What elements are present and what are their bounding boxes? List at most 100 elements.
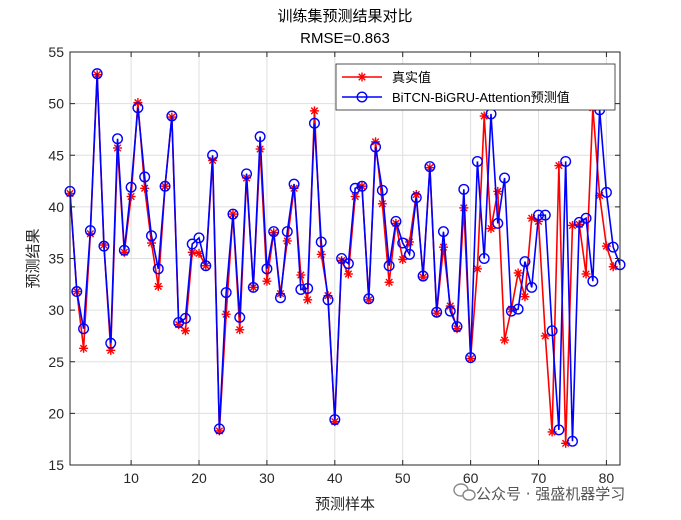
data-point-pred: [539, 209, 551, 221]
data-point-pred: [132, 102, 144, 114]
watermark-text: 公众号 · 强盛机器学习: [476, 485, 625, 503]
data-point-pred: [560, 155, 572, 167]
chart-subtitle: RMSE=0.863: [300, 30, 390, 47]
data-point-pred: [376, 184, 388, 196]
data-point-pred: [580, 212, 592, 224]
data-point-pred: [159, 180, 171, 192]
data-point-pred: [370, 141, 382, 153]
data-point-true: [140, 183, 150, 193]
chart-title: 训练集预测结果对比: [277, 7, 412, 25]
data-point-pred: [383, 260, 395, 272]
x-tick-label: 50: [395, 470, 411, 486]
x-tick-label: 70: [531, 470, 547, 486]
data-point-pred: [458, 183, 470, 195]
data-point-pred: [505, 305, 517, 317]
data-point-pred: [220, 287, 232, 299]
data-point-true: [479, 111, 489, 121]
data-point-true: [235, 325, 245, 335]
data-point-pred: [607, 241, 619, 253]
legend-box: [335, 63, 616, 111]
data-point-true: [500, 335, 510, 345]
data-point-pred: [98, 240, 110, 252]
data-point-pred: [329, 414, 341, 426]
data-point-pred: [397, 237, 409, 249]
data-point-pred: [78, 323, 90, 335]
data-point-true: [432, 308, 442, 318]
x-tick-label: 60: [463, 470, 479, 486]
data-point-pred: [152, 263, 164, 275]
data-point-pred: [499, 172, 511, 184]
y-tick-label: 25: [48, 354, 64, 370]
data-point-pred: [587, 275, 599, 287]
data-point-pred: [600, 186, 612, 198]
legend-sample-true: [342, 72, 382, 82]
data-point-true: [194, 248, 204, 258]
axis-ticks: 10 20 30 40 50 60 70 80 15 20 25 30 35 40 45 50 55: [48, 44, 620, 486]
data-point-true: [384, 277, 394, 287]
y-tick-label: 15: [48, 457, 64, 473]
data-point-pred: [261, 263, 273, 275]
data-point-pred: [404, 248, 416, 260]
data-point-true: [540, 331, 550, 341]
data-point-pred: [274, 292, 286, 304]
y-tick-label: 50: [48, 96, 64, 112]
data-point-pred: [336, 252, 348, 264]
data-point-pred: [465, 352, 477, 364]
data-point-pred: [356, 180, 368, 192]
data-point-pred: [302, 282, 314, 294]
data-point-true: [581, 269, 591, 279]
data-point-true: [153, 281, 163, 291]
data-point-pred: [553, 424, 565, 436]
data-point-pred: [213, 423, 225, 435]
data-point-pred: [145, 230, 157, 242]
data-point-true: [221, 309, 231, 319]
data-point-pred: [417, 270, 429, 282]
data-point-true: [418, 272, 428, 282]
data-point-true: [513, 268, 523, 278]
legend-marker: [357, 72, 367, 82]
data-point-true: [377, 199, 387, 209]
data-point-pred: [112, 133, 124, 145]
data-point-pred: [71, 286, 83, 298]
data-point-pred: [179, 312, 191, 324]
data-point-pred: [349, 182, 361, 194]
x-tick-label: 20: [191, 470, 207, 486]
legend-label-true: 真实值: [392, 70, 431, 85]
y-tick-label: 35: [48, 251, 64, 267]
data-point-true: [486, 224, 496, 234]
data-point-pred: [227, 208, 239, 220]
data-point-true: [343, 269, 353, 279]
legend-marker: [356, 91, 368, 103]
data-point-pred: [342, 258, 354, 270]
y-tick-label: 55: [48, 44, 64, 60]
data-point-pred: [118, 244, 130, 256]
data-point-true: [316, 249, 326, 259]
data-point-pred: [268, 226, 280, 238]
data-point-true: [309, 106, 319, 116]
data-point-true: [520, 292, 530, 302]
legend: 真实值 BiTCN-BiGRU-Attention预测值: [335, 63, 616, 111]
data-point-pred: [519, 256, 531, 268]
data-point-pred: [295, 283, 307, 295]
data-point-pred: [451, 321, 463, 333]
data-point-true: [262, 276, 272, 286]
data-point-pred: [322, 294, 334, 306]
data-point-pred: [315, 236, 327, 248]
data-point-true: [438, 242, 448, 252]
legend-sample-pred: [342, 91, 382, 103]
x-tick-label: 40: [327, 470, 343, 486]
data-point-pred: [566, 435, 578, 447]
data-point-pred: [186, 238, 198, 250]
data-point-pred: [193, 232, 205, 244]
y-tick-label: 45: [48, 147, 64, 163]
data-point-pred: [247, 281, 259, 293]
data-point-true: [398, 255, 408, 265]
data-point-pred: [471, 155, 483, 167]
data-point-pred: [84, 225, 96, 237]
data-point-true: [303, 295, 313, 305]
data-point-pred: [308, 117, 320, 129]
data-point-pred: [91, 68, 103, 80]
data-point-pred: [410, 192, 422, 204]
data-point-pred: [424, 161, 436, 173]
